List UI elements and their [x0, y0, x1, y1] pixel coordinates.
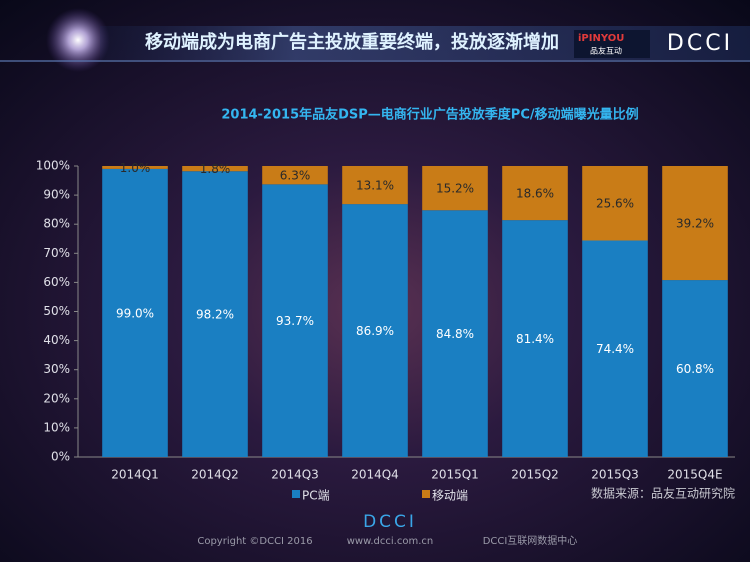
y-tick-label: 30% — [43, 362, 70, 376]
x-tick-label: 2014Q2 — [191, 468, 239, 482]
data-label: 39.2% — [676, 217, 714, 231]
org: DCCI互联网数据中心 — [483, 534, 578, 547]
copyright: Copyright ©DCCI 2016 — [197, 536, 312, 547]
data-label: 1.8% — [200, 162, 231, 176]
footer-logo: DCCI — [363, 512, 417, 532]
data-label: 1.0% — [120, 161, 151, 175]
bar-segment — [182, 171, 248, 457]
data-label: 93.7% — [276, 314, 314, 328]
bar-segment — [422, 166, 488, 211]
bar-segment — [102, 168, 168, 457]
bar-segment — [422, 210, 488, 457]
data-label: 98.2% — [196, 308, 234, 322]
bar-segment — [662, 166, 728, 281]
bar-segment — [102, 166, 168, 169]
chart-title: 2014-2015年品友DSP—电商行业广告投放季度PC/移动端曝光量比例 — [221, 107, 638, 123]
y-tick-label: 70% — [43, 246, 70, 260]
website: www.dcci.com.cn — [347, 536, 433, 547]
data-label: 99.0% — [116, 306, 154, 320]
bar-segment — [662, 280, 728, 457]
data-label: 84.8% — [436, 327, 474, 341]
bar-segment — [582, 166, 648, 241]
y-tick-label: 20% — [43, 391, 70, 405]
bar-segment — [342, 166, 408, 205]
data-label: 60.8% — [676, 362, 714, 376]
legend-label: PC端 — [302, 489, 330, 503]
bar-segment — [582, 240, 648, 457]
y-tick-label: 80% — [43, 217, 70, 231]
y-tick-label: 100% — [36, 159, 70, 173]
data-label: 13.1% — [356, 179, 394, 193]
y-tick-label: 40% — [43, 333, 70, 347]
logo-brand-cn: 品友互动 — [590, 46, 622, 56]
data-label: 81.4% — [516, 332, 554, 346]
source: 数据来源：品友互动研究院 — [591, 486, 735, 501]
logo-box — [574, 30, 650, 58]
data-label: 6.3% — [280, 169, 311, 183]
y-tick-label: 10% — [43, 420, 70, 434]
bar-segment — [262, 184, 328, 457]
bar-segment — [342, 204, 408, 457]
bar-segment — [502, 220, 568, 457]
legend-label: 移动端 — [432, 489, 468, 503]
header-rule — [0, 60, 750, 62]
legend-swatch — [292, 490, 300, 498]
data-label: 18.6% — [516, 187, 554, 201]
x-tick-label: 2015Q1 — [431, 468, 479, 482]
headline: 移动端成为电商广告主投放重要终端，投放逐渐增加 — [145, 31, 559, 53]
x-tick-label: 2014Q3 — [271, 468, 319, 482]
data-label: 25.6% — [596, 197, 634, 211]
x-tick-label: 2015Q4E — [667, 468, 722, 482]
star-glow — [46, 8, 110, 72]
data-label: 74.4% — [596, 342, 634, 356]
logo-dcci: DCCI — [667, 31, 733, 56]
x-tick-label: 2015Q3 — [591, 468, 639, 482]
data-label: 15.2% — [436, 182, 474, 196]
x-tick-label: 2014Q4 — [351, 468, 399, 482]
logo-brand: iPINYOU — [578, 33, 624, 44]
data-label: 86.9% — [356, 324, 394, 338]
y-tick-label: 50% — [43, 304, 70, 318]
legend-swatch — [422, 490, 430, 498]
y-tick-label: 60% — [43, 275, 70, 289]
x-tick-label: 2015Q2 — [511, 468, 559, 482]
bar-segment — [502, 166, 568, 221]
y-tick-label: 90% — [43, 188, 70, 202]
bar-segment — [182, 166, 248, 172]
x-tick-label: 2014Q1 — [111, 468, 159, 482]
y-tick-label: 0% — [51, 450, 70, 464]
bar-segment — [262, 166, 328, 185]
